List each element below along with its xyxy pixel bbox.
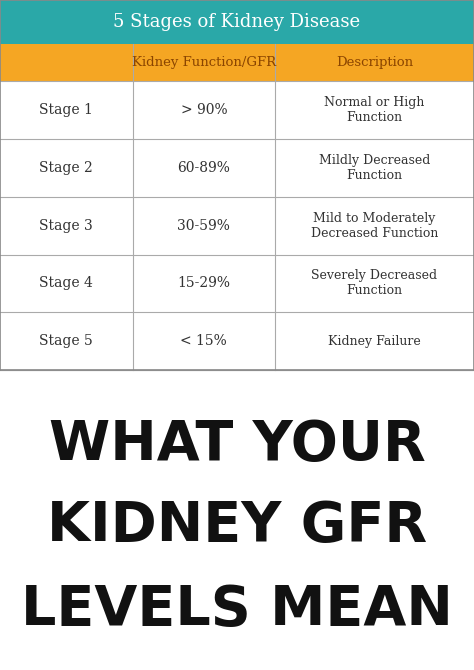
Text: < 15%: < 15% — [181, 334, 227, 348]
Text: 60-89%: 60-89% — [177, 161, 230, 175]
Text: WHAT YOUR: WHAT YOUR — [49, 418, 425, 472]
Text: Stage 4: Stage 4 — [39, 277, 93, 290]
Text: Stage 1: Stage 1 — [39, 103, 93, 117]
Text: Mild to Moderately
Decreased Function: Mild to Moderately Decreased Function — [311, 212, 438, 240]
Bar — [0, 81, 474, 139]
Text: Stage 5: Stage 5 — [39, 334, 93, 348]
Text: Normal or High
Function: Normal or High Function — [324, 96, 425, 124]
Text: Kidney Failure: Kidney Failure — [328, 334, 421, 348]
Bar — [0, 312, 474, 370]
Text: Description: Description — [336, 56, 413, 70]
Text: Stage 2: Stage 2 — [39, 161, 93, 175]
Bar — [0, 44, 474, 81]
Text: 30-59%: 30-59% — [177, 218, 230, 232]
Text: 15-29%: 15-29% — [177, 277, 230, 290]
Text: KIDNEY GFR: KIDNEY GFR — [47, 499, 427, 553]
Bar — [0, 0, 474, 44]
Text: Severely Decreased
Function: Severely Decreased Function — [311, 269, 438, 297]
Text: Mildly Decreased
Function: Mildly Decreased Function — [319, 154, 430, 182]
Text: LEVELS MEAN: LEVELS MEAN — [21, 583, 453, 637]
Text: Stage 3: Stage 3 — [39, 218, 93, 232]
Bar — [0, 197, 474, 255]
Bar — [0, 255, 474, 312]
Text: 5 Stages of Kidney Disease: 5 Stages of Kidney Disease — [113, 13, 361, 31]
Bar — [0, 139, 474, 197]
Text: > 90%: > 90% — [181, 103, 227, 117]
Text: Kidney Function/GFR: Kidney Function/GFR — [132, 56, 276, 70]
